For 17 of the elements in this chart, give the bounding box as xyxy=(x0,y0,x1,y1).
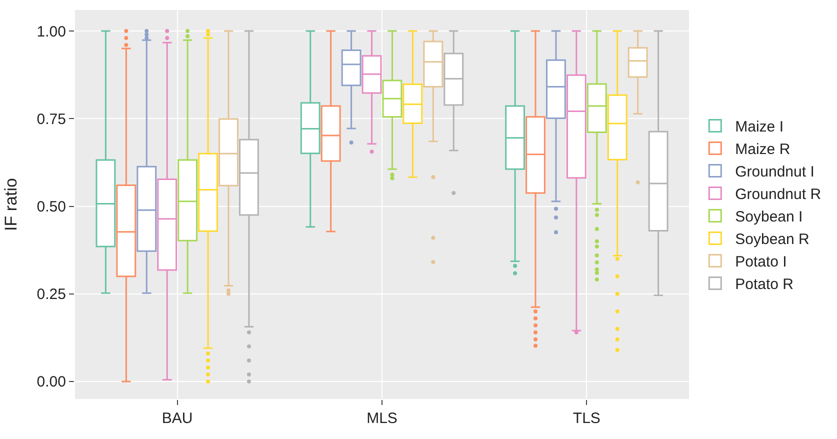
legend-label: Groundnut R xyxy=(735,186,822,204)
legend-label: Soybean I xyxy=(735,208,803,226)
x-tick-label: MLS xyxy=(366,410,398,427)
legend-label: Maize R xyxy=(735,141,790,158)
y-tick-label: 0.75 xyxy=(36,110,66,128)
legend-label: Potato I xyxy=(735,254,787,271)
y-tick-label: 0.25 xyxy=(36,286,66,304)
x-tick-label: TLS xyxy=(572,410,600,427)
y-axis-title: IF ratio xyxy=(1,178,20,231)
legend-label: Groundnut I xyxy=(735,164,814,181)
y-tick-label: 0.00 xyxy=(36,374,66,391)
legend-label: Soybean R xyxy=(735,231,810,248)
x-tick-label: BAU xyxy=(162,410,193,427)
y-tick-label: 1.00 xyxy=(36,23,66,40)
legend-label: Maize I xyxy=(735,118,784,136)
y-tick-label: 0.50 xyxy=(36,198,66,216)
legend-label: Potato R xyxy=(735,276,794,294)
